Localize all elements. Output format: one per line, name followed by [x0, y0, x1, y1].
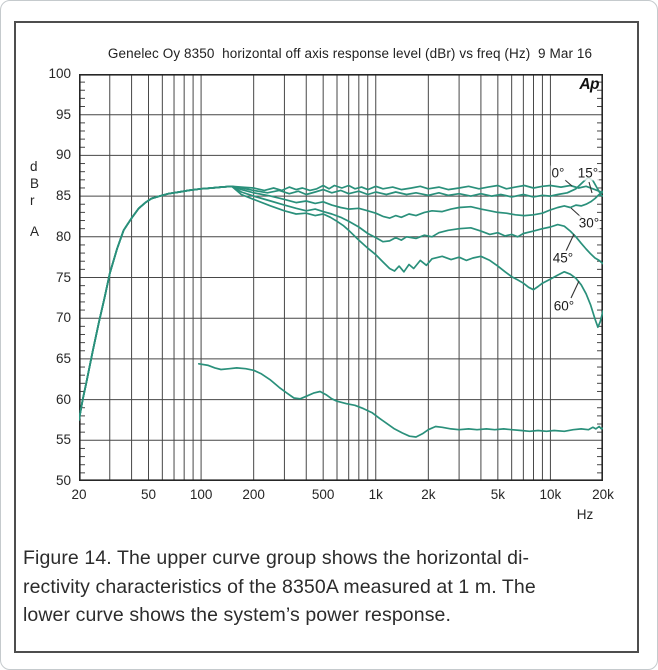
x-tick-label: 1k: [368, 487, 383, 502]
x-tick-label: 100: [189, 487, 213, 502]
y-tick-label: 60: [55, 391, 71, 407]
x-tick-label: 200: [242, 487, 265, 502]
caption-line-2: rectivity characteristics of the 8350A m…: [23, 575, 536, 598]
leader-line-15°: [588, 181, 593, 194]
leader-line-45°: [565, 233, 575, 252]
x-tick-label: 10k: [539, 487, 562, 502]
x-tick-label: 5k: [490, 487, 505, 502]
figure-border-box: [14, 21, 639, 653]
leader-line-60°: [570, 280, 580, 299]
y-tick-label: 95: [55, 106, 71, 122]
curve-0deg: [79, 184, 603, 421]
y-tick-label: 65: [55, 350, 71, 366]
plot-frame: [79, 74, 603, 481]
leader-line-0°: [564, 179, 573, 187]
y-tick-label: 90: [55, 147, 71, 163]
y-tick-label: 85: [55, 188, 71, 204]
curve-45deg: [79, 185, 603, 421]
y-tick-label: 75: [55, 269, 71, 285]
curve-30deg: [79, 185, 603, 421]
figure-caption: Figure 14. The upper curve group shows t…: [23, 544, 536, 630]
y-axis-tick-labels: 100 95 90 85 80 75 70 65 60 55 50: [25, 1, 71, 669]
y-axis-unit-char: A: [30, 224, 40, 239]
y-tick-label: 100: [48, 66, 71, 81]
x-tick-label: 20k: [592, 487, 614, 502]
caption-line-3: lower curve shows the system’s power res…: [23, 604, 452, 626]
y-axis-unit-char: r: [30, 193, 35, 208]
x-tick-label: 2k: [421, 487, 436, 502]
y-tick-label: 55: [55, 432, 71, 448]
curve-power_response: [197, 362, 603, 438]
curve-15deg: [79, 176, 603, 421]
caption-line-1: Figure 14. The upper curve group shows t…: [23, 547, 530, 569]
y-tick-label: 70: [55, 310, 71, 326]
y-axis-unit-char: B: [30, 176, 40, 191]
y-tick-label: 80: [55, 228, 71, 244]
plot-svg: [79, 74, 603, 481]
chart-title: Genelec Oy 8350 horizontal off axis resp…: [107, 46, 593, 61]
plot-area: 0° 15° 30° 45° 60° Ap: [79, 74, 603, 481]
x-tick-label: 500: [311, 487, 335, 502]
y-tick-label: 50: [55, 473, 71, 488]
x-tick-label: 50: [140, 487, 157, 502]
y-axis-unit-char: d: [30, 159, 38, 174]
x-tick-label: 20: [71, 487, 87, 502]
curve-60deg: [79, 185, 603, 421]
leader-line-30°: [570, 207, 583, 219]
audio-precision-logo: Ap: [579, 76, 599, 93]
x-axis-unit-label: Hz: [576, 507, 594, 522]
